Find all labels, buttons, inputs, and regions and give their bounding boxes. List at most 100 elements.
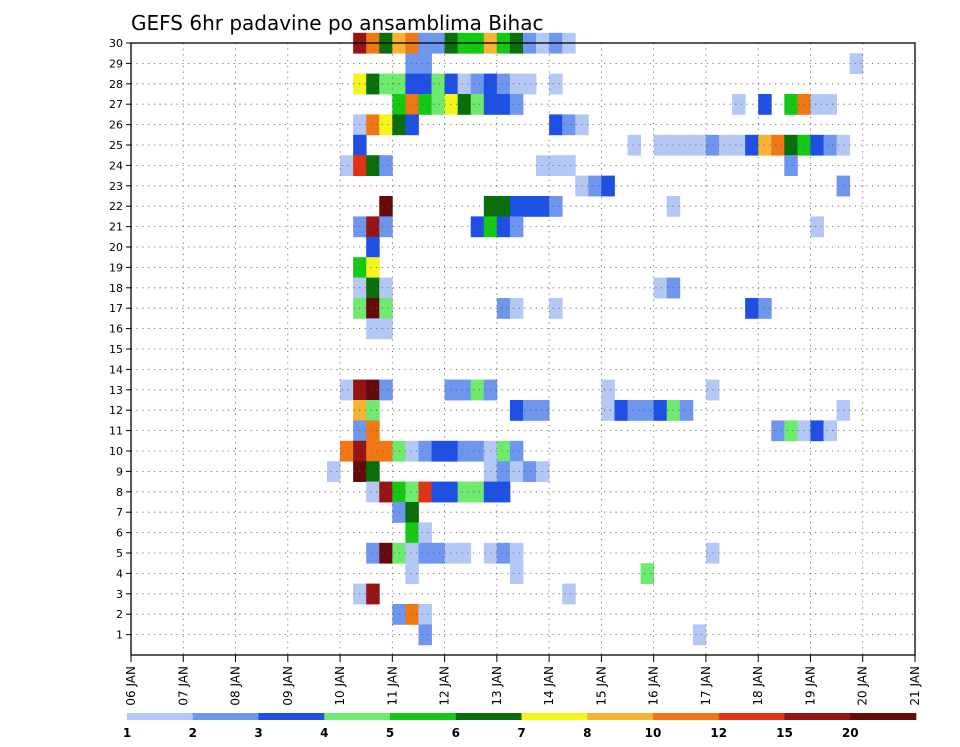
heatmap-cell: [405, 502, 419, 523]
y-tick-label: 1: [116, 629, 123, 642]
colorbar-label: 4: [320, 726, 328, 740]
heatmap-cell: [784, 420, 798, 442]
heatmap-cell: [536, 196, 550, 217]
x-tick-label: 19 JAN: [803, 666, 817, 706]
heatmap-cell: [496, 298, 511, 319]
heatmap-cell: [418, 481, 432, 503]
colorbar-label: 6: [452, 726, 460, 740]
heatmap-cell: [405, 53, 419, 74]
x-tick-label: 06 JAN: [124, 666, 138, 706]
heatmap-cell: [379, 298, 393, 319]
colorbar-swatch: [455, 713, 522, 720]
heatmap-cell: [379, 542, 393, 564]
heatmap-cell: [509, 73, 524, 95]
heatmap-cell: [601, 379, 615, 401]
heatmap-cell: [379, 196, 393, 217]
heatmap-cell: [562, 155, 576, 176]
heatmap-cell: [366, 583, 380, 605]
heatmap-cell: [549, 196, 563, 217]
heatmap-cell: [366, 481, 380, 503]
heatmap-cell: [366, 236, 380, 258]
heatmap-cell: [379, 379, 393, 401]
colorbar-swatch: [127, 713, 194, 720]
x-tick-label: 15 JAN: [594, 666, 608, 706]
heatmap-cell: [379, 155, 393, 176]
heatmap-cell: [366, 318, 380, 340]
y-tick-label: 4: [116, 567, 123, 580]
heatmap-cell: [601, 175, 615, 197]
heatmap-cell: [679, 400, 694, 421]
y-tick-label: 22: [109, 200, 123, 213]
colorbar-label: 7: [517, 726, 525, 740]
heatmap-cell: [653, 400, 668, 421]
heatmap-cell: [509, 298, 524, 319]
y-tick-label: 25: [109, 139, 123, 152]
heatmap-cell: [366, 542, 380, 564]
heatmap-cell: [653, 134, 668, 156]
colorbar-label: 1: [123, 726, 131, 740]
heatmap-cell: [536, 461, 550, 482]
heatmap-cell: [496, 196, 511, 217]
x-tick-label: 12 JAN: [438, 666, 452, 706]
colorbar-label: 3: [254, 726, 262, 740]
heatmap-cell: [810, 216, 824, 238]
heatmap-cell: [457, 481, 472, 503]
heatmap-cell: [470, 73, 485, 95]
heatmap-cell: [745, 298, 759, 319]
heatmap-cell: [509, 542, 524, 564]
heatmap-cell: [457, 94, 472, 115]
x-tick-label: 13 JAN: [490, 666, 504, 706]
heatmap-cell: [366, 298, 380, 319]
colorbar-label: 15: [776, 726, 793, 740]
x-tick-label: 08 JAN: [229, 666, 243, 706]
heatmap-cell: [523, 73, 537, 95]
heatmap-cell: [692, 624, 707, 646]
y-tick-label: 23: [109, 180, 123, 193]
colorbar-swatch: [521, 713, 588, 720]
heatmap-cell: [784, 134, 798, 156]
x-tick-label: 21 JAN: [908, 666, 922, 706]
y-tick-label: 9: [116, 465, 123, 478]
heatmap-cell: [457, 379, 472, 401]
heatmap-cell: [379, 216, 393, 238]
colorbar-swatch: [784, 713, 851, 720]
x-tick-label: 17 JAN: [699, 666, 713, 706]
heatmap-cell: [640, 400, 655, 421]
heatmap-cell: [405, 563, 419, 584]
y-tick-label: 14: [109, 363, 123, 376]
y-tick-label: 21: [109, 221, 123, 234]
heatmap-cell: [366, 379, 380, 401]
heatmap-cell: [562, 114, 576, 136]
heatmap-cell: [457, 73, 472, 95]
y-tick-label: 6: [116, 527, 123, 540]
colorbar-swatch: [587, 713, 654, 720]
y-tick-label: 19: [109, 261, 123, 274]
heatmap-cell: [509, 216, 524, 238]
colorbar-swatch: [324, 713, 391, 720]
heatmap-cell: [418, 522, 432, 544]
heatmap-cell: [836, 175, 851, 197]
heatmap-cell: [627, 400, 641, 421]
heatmap-cell: [523, 461, 537, 482]
heatmap-cell: [732, 94, 746, 115]
heatmap-cell: [849, 53, 864, 74]
y-tick-label: 13: [109, 384, 123, 397]
heatmap-cell: [496, 73, 511, 95]
heatmap-cell: [366, 155, 380, 176]
heatmap-cell: [496, 542, 511, 564]
y-tick-label: 17: [109, 302, 123, 315]
heatmap-cell: [379, 73, 393, 95]
heatmap-cell: [327, 461, 341, 482]
heatmap-cell: [758, 134, 772, 156]
heatmap-cell: [418, 624, 432, 646]
x-tick-label: 18 JAN: [751, 666, 765, 706]
heatmap-cell: [784, 155, 798, 176]
heatmap-cell: [431, 94, 445, 115]
colorbar-swatch: [390, 713, 457, 720]
x-tick-label: 09 JAN: [281, 666, 295, 706]
y-tick-label: 29: [109, 57, 123, 70]
heatmap-cell: [653, 277, 668, 299]
chart-title: GEFS 6hr padavine po ansamblima Bihac: [131, 11, 543, 35]
y-tick-label: 11: [109, 425, 123, 438]
heatmap-cell: [679, 134, 694, 156]
